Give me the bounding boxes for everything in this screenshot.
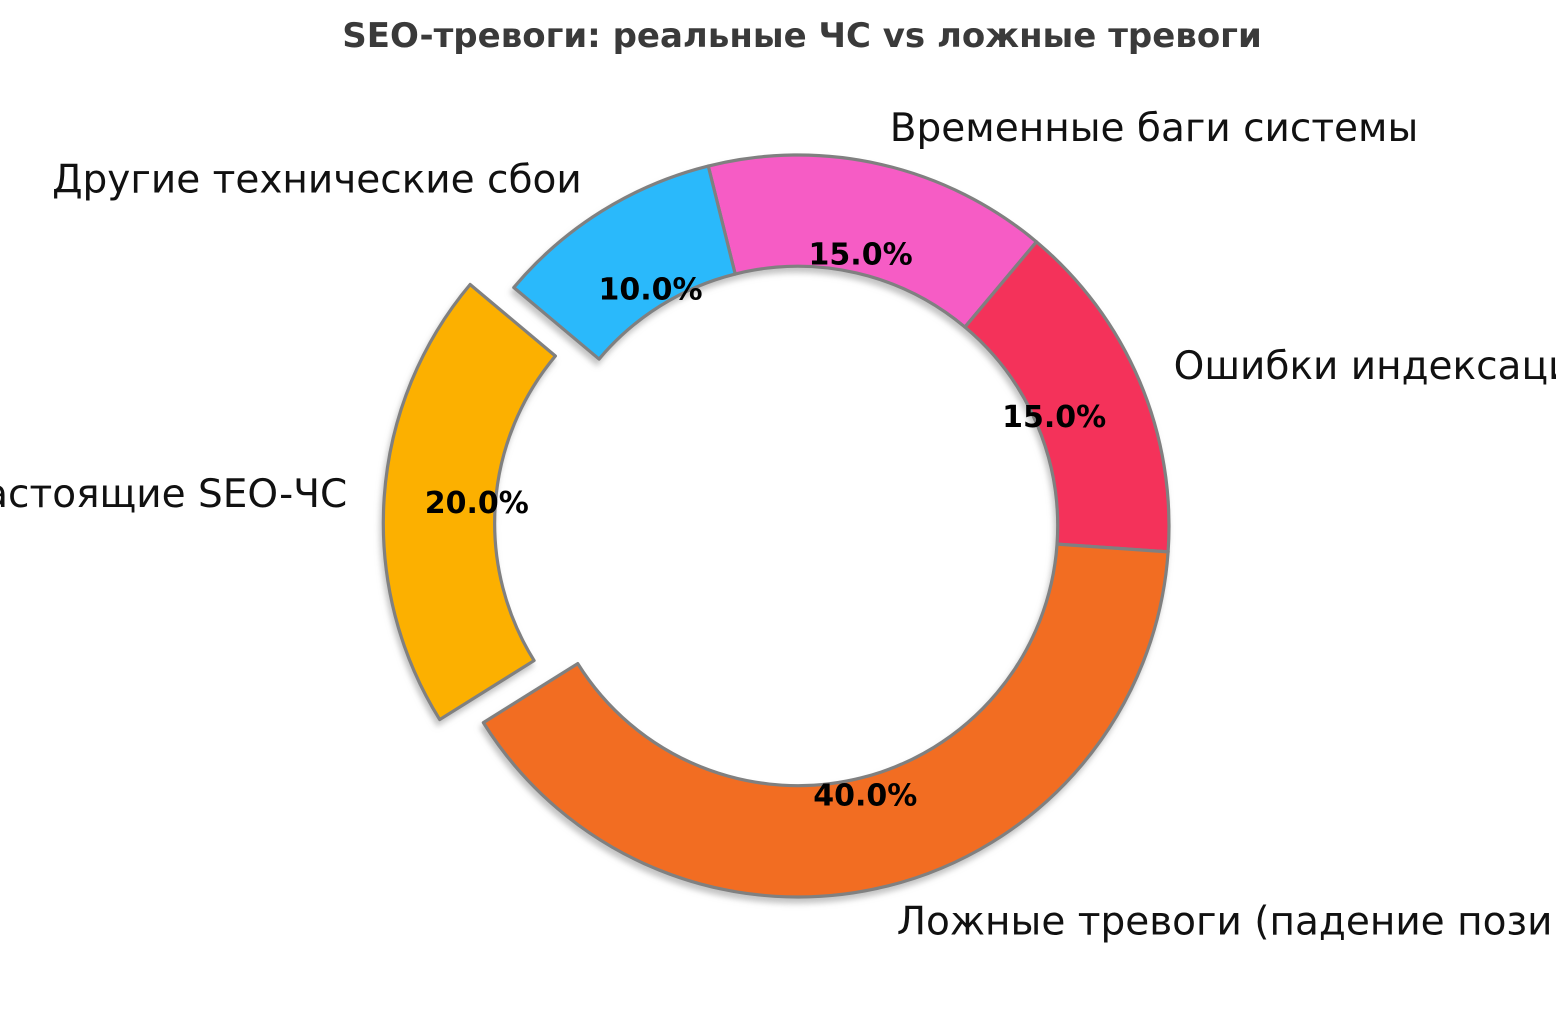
slice-pct-3: 40.0%: [813, 778, 917, 813]
pie-slice-2: [963, 240, 1171, 554]
slice-pct-5: 10.0%: [599, 273, 703, 308]
slice-pct-2: 15.0%: [1002, 400, 1106, 435]
slice-label-3: Ложные тревоги (падение позиций): [897, 899, 1556, 944]
pie-slice-4: [381, 282, 557, 722]
pie-slice-3: [481, 542, 1170, 899]
pie-slice-5: [512, 164, 737, 361]
slice-label-1: Временные баги системы: [890, 106, 1418, 151]
chart-title: SEO-тревоги: реальные ЧС vs ложные трево…: [342, 16, 1262, 56]
pie-labels-group: 15.0% Временные баги системы 15.0% Ошибки и…: [0, 106, 1556, 945]
slice-label-2: Ошибки индексации: [1174, 344, 1556, 389]
pie-wedges-group: [381, 153, 1171, 899]
slice-pct-4: 20.0%: [425, 486, 529, 521]
slice-label-4: Настоящие SEO-ЧС: [0, 472, 347, 517]
slice-pct-1: 15.0%: [809, 237, 913, 272]
slice-label-5: Другие технические сбои: [52, 157, 582, 202]
